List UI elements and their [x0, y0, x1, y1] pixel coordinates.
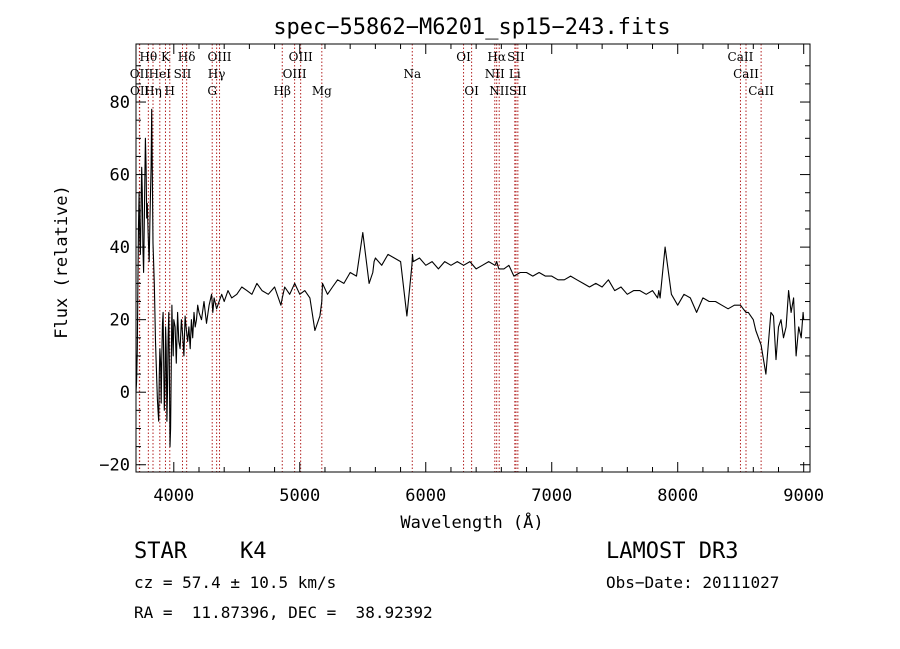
line-label-7: SII [507, 50, 525, 64]
y-tick-label-2: 20 [110, 311, 130, 331]
x-tick-label-1: 5000 [279, 486, 320, 506]
x-axis-label: Wavelength (Å) [400, 511, 543, 533]
line-label-11: SII [174, 67, 192, 81]
line-label-2: Hδ [178, 50, 196, 64]
line-label-1: K [161, 50, 171, 64]
plot-frame [135, 43, 811, 473]
x-axis-ticks: 4000 5000 6000 7000 8000 9000 [153, 44, 824, 506]
line-label-9: OII [130, 67, 150, 81]
line-label-5: OI [456, 50, 471, 64]
y-axis-label: Flux (relative) [52, 185, 72, 339]
line-label-10: HeI [149, 67, 172, 81]
x-tick-label-5: 9000 [783, 486, 824, 506]
line-label-4: OIII [289, 50, 313, 64]
y-tick-label-1: 0 [120, 383, 130, 403]
line-label-17: CaII [733, 67, 759, 81]
line-label-24: OI [464, 84, 479, 98]
line-label-20: H [165, 84, 175, 98]
line-label-19: Hη [144, 84, 162, 98]
survey-name: LAMOST DR3 [606, 539, 739, 564]
line-label-6: Hα [487, 50, 506, 64]
line-label-15: NII [485, 67, 505, 81]
y-tick-label-4: 60 [110, 166, 130, 186]
line-label-21: G [207, 84, 217, 98]
y-axis-ticks: −20 0 20 40 60 80 [99, 65, 810, 476]
line-label-3: OIII [207, 50, 231, 64]
y-tick-label-3: 40 [110, 238, 130, 258]
line-label-12: Hγ [208, 67, 226, 81]
line-label-14: Na [403, 67, 421, 81]
spectrum-curve [135, 108, 805, 448]
object-class: STAR [134, 539, 187, 564]
line-label-8: CaII [728, 50, 754, 64]
line-label-25: NII [489, 84, 509, 98]
line-label-13: OIII [283, 67, 307, 81]
line-label-26: SII [509, 84, 527, 98]
line-label-0: Hθ [139, 50, 157, 64]
x-tick-label-4: 8000 [657, 486, 698, 506]
line-label-18: OII [130, 84, 150, 98]
redshift-value: cz = 57.4 ± 10.5 km/s [134, 573, 337, 592]
x-tick-label-0: 4000 [153, 486, 194, 506]
spectrum-curve-layer [135, 108, 805, 448]
x-tick-label-2: 6000 [405, 486, 446, 506]
line-label-23: Mg [312, 84, 332, 98]
x-tick-label-3: 7000 [531, 486, 572, 506]
line-label-22: Hβ [274, 84, 291, 98]
observation-date: Obs−Date: 20111027 [606, 573, 780, 592]
line-label-16: Li [509, 67, 521, 81]
chart-title: spec−55862−M6201_sp15−243.fits [273, 15, 670, 40]
sky-coordinates: RA = 11.87396, DEC = 38.92392 [134, 603, 433, 622]
y-tick-label-0: −20 [99, 456, 130, 476]
y-tick-label-5: 80 [110, 93, 130, 113]
line-label-27: CaII [748, 84, 774, 98]
object-subclass: K4 [240, 539, 267, 564]
emission-line-markers [138, 44, 762, 472]
